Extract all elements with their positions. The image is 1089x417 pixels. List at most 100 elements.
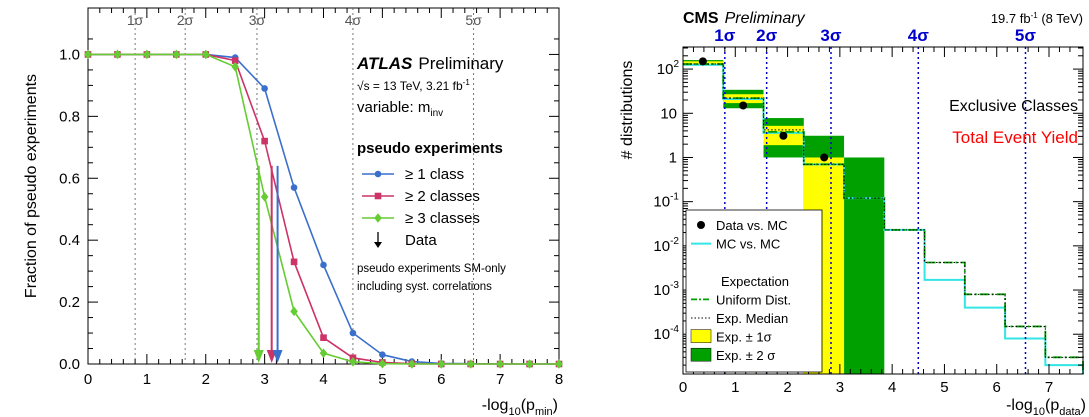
atlas-legend-label: ≥ 3 classes	[405, 210, 480, 227]
atlas-x-tick-label: 0	[84, 371, 92, 388]
cms-y-tick-exponent: -1	[670, 192, 679, 203]
cms-data-point	[820, 153, 828, 161]
cms-legend-label: Exp. Median	[716, 311, 788, 326]
atlas-point-marker	[173, 50, 181, 60]
cms-legend-label: Uniform Dist.	[716, 292, 791, 307]
atlas-series-line	[88, 54, 559, 364]
atlas-y-tick-label: 0.4	[59, 232, 80, 249]
atlas-legend-label: ≥ 1 class	[405, 166, 464, 183]
cms-legend-green-swatch	[691, 348, 711, 361]
cms-y-tick-base: 1	[669, 149, 677, 166]
cms-x-tick-label: 4	[888, 379, 896, 396]
atlas-point-marker	[261, 138, 268, 145]
atlas-y-tick-label: 0.8	[59, 108, 80, 125]
atlas-point-marker	[84, 50, 92, 60]
cms-x-tick-label: 2	[783, 379, 791, 396]
cms-x-tick-label: 1	[731, 379, 739, 396]
cms-legend-label: MC vs. MC	[716, 237, 780, 252]
atlas-x-tick-label: 8	[555, 371, 563, 388]
cms-y-axis-label: # distributions	[619, 61, 636, 160]
cms-x-tick-label: 0	[679, 379, 687, 396]
atlas-experiment-label: ATLAS Preliminary	[356, 54, 504, 73]
cms-y-tick-base: 10	[660, 105, 677, 122]
cms-y-tick-label: 102	[657, 59, 680, 78]
atlas-legend-arrow-head	[374, 242, 382, 248]
cms-y-tick-base: 10	[657, 61, 674, 78]
atlas-point-marker	[320, 334, 327, 341]
atlas-y-tick-label: 0.2	[59, 294, 80, 311]
cms-x-tick-label: 7	[1045, 379, 1053, 396]
atlas-x-tick-label: 6	[437, 371, 445, 388]
cms-sigma-label: 4σ	[908, 26, 929, 45]
cms-x-tick-label: 6	[993, 379, 1001, 396]
cms-y-tick-label: 10	[660, 105, 677, 122]
atlas-point-marker	[114, 50, 122, 60]
cms-total-event-yield-label: Total Event Yield	[952, 128, 1078, 147]
atlas-point-marker	[555, 359, 563, 369]
atlas-point-marker	[143, 50, 151, 60]
cms-legend-dot-icon	[697, 221, 705, 229]
atlas-x-tick-label: 4	[319, 371, 327, 388]
atlas-series	[84, 50, 563, 369]
atlas-point-marker	[437, 359, 445, 369]
cms-y-tick-exponent: -3	[670, 280, 679, 291]
cms-y-tick-exponent: -4	[670, 324, 679, 335]
atlas-point-marker	[350, 330, 357, 337]
cms-lumi-label: 19.7 fb-1 (8 TeV)	[991, 11, 1083, 26]
cms-experiment-label: CMS Preliminary	[683, 10, 806, 27]
atlas-series-1	[85, 51, 563, 367]
atlas-point-marker	[379, 351, 386, 358]
cms-y-tick-exponent: -2	[670, 236, 679, 247]
atlas-y-ticks: 0.0 0.2 0.4 0.6 0.8 1.0	[59, 39, 559, 373]
cms-sigma-label: 3σ	[820, 26, 841, 45]
atlas-energy-label: √s = 13 TeV, 3.21 fb-1	[357, 78, 470, 93]
cms-legend: Data vs. MC MC vs. MC Expectation Uniform D…	[686, 210, 822, 372]
cms-x-tick-label: 5	[940, 379, 948, 396]
cms-legend-label: Data vs. MC	[716, 218, 788, 233]
atlas-y-tick-label: 0.0	[59, 356, 80, 373]
cms-legend-yellow-swatch	[691, 330, 711, 343]
atlas-point-marker	[496, 359, 504, 369]
atlas-y-axis-label: Fraction of pseudo experiments	[23, 74, 40, 298]
cms-y-tick-label: 10-4	[653, 324, 679, 343]
atlas-note-line1: pseudo experiments SM-only	[357, 263, 506, 275]
cms-y-tick-exponent: 2	[673, 59, 679, 70]
atlas-series-2	[85, 51, 563, 367]
cms-sigma-label: 5σ	[1015, 26, 1036, 45]
atlas-data-arrow-head	[254, 350, 264, 363]
atlas-series-line	[88, 54, 559, 364]
atlas-x-tick-label: 2	[202, 371, 210, 388]
cms-y-tick-label: 10-2	[653, 236, 679, 255]
atlas-point-marker	[375, 171, 382, 178]
atlas-legend-title: pseudo experiments	[357, 140, 503, 157]
atlas-sigma-label: 5σ	[465, 12, 482, 28]
atlas-y-tick-label: 0.6	[59, 170, 80, 187]
cms-x-axis-label: -log10(pdata)	[1006, 397, 1086, 417]
atlas-legend-label: ≥ 2 classes	[405, 188, 480, 205]
atlas-note-line2: including syst. correlations	[357, 281, 492, 293]
atlas-point-marker	[526, 359, 534, 369]
atlas-x-tick-label: 5	[378, 371, 386, 388]
atlas-legend: ≥ 1 class ≥ 2 classes ≥ 3 classes Data	[362, 166, 480, 249]
atlas-point-marker	[291, 184, 298, 191]
atlas-point-marker	[374, 213, 382, 223]
atlas-point-marker	[202, 50, 210, 60]
cms-legend-label: Exp. ± 1σ	[716, 330, 772, 345]
cms-legend-label: Expectation	[721, 274, 789, 289]
atlas-sigma-label: 4σ	[345, 12, 362, 28]
atlas-point-marker	[261, 192, 269, 202]
cms-sigma-label: 2σ	[756, 26, 777, 45]
cms-y-tick-base: 10	[653, 282, 670, 299]
cms-y-tick-base: 10	[653, 194, 670, 211]
cms-x-tick-label: 3	[836, 379, 844, 396]
atlas-data-arrows	[254, 166, 283, 363]
atlas-legend-label: Data	[405, 232, 437, 249]
cms-y-tick-label: 10-1	[653, 192, 679, 211]
atlas-x-tick-label: 7	[496, 371, 504, 388]
cms-data-point	[779, 132, 787, 140]
cms-band-2sigma-bin	[844, 157, 884, 374]
atlas-sigma-label: 3σ	[249, 12, 266, 28]
